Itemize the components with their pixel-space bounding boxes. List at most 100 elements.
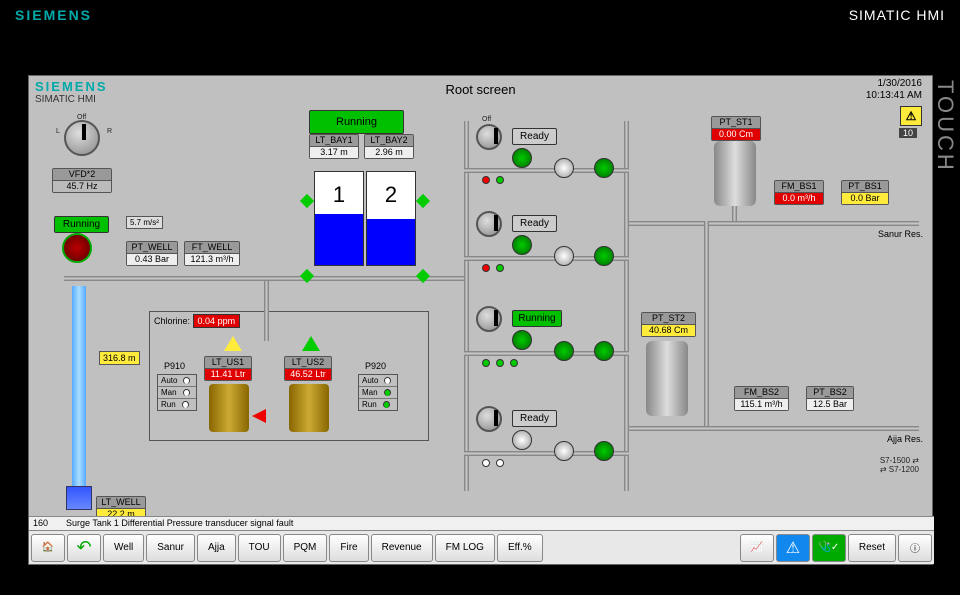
chlorine-label: Chlorine: [154, 316, 190, 326]
surge-tank-2 [646, 341, 688, 416]
fm-bs1-value: 0.0 m³/h [775, 193, 823, 204]
ft-well-tag[interactable]: FT_WELL 121.3 m³/h [184, 241, 240, 266]
alarm-text: Surge Tank 1 Differential Pressure trans… [66, 518, 293, 529]
pt-st2-tag[interactable]: PT_ST2 40.68 Cm [641, 312, 696, 337]
valve-icon[interactable] [594, 158, 614, 178]
home-button[interactable]: 🏠 [31, 534, 65, 562]
branch2-selector[interactable] [476, 211, 502, 237]
status-dot [482, 359, 490, 367]
reset-button[interactable]: Reset [848, 534, 896, 562]
status-dot [510, 359, 518, 367]
p920-label: P920 [365, 361, 386, 371]
chlorine-value: 0.04 ppm [193, 314, 241, 328]
fm-bs1-tag[interactable]: FM_BS1 0.0 m³/h [774, 180, 824, 205]
status-dot [496, 459, 504, 467]
back-button[interactable]: ↶ [67, 534, 101, 562]
pipe [629, 221, 919, 226]
ft-well-name: FT_WELL [185, 242, 239, 254]
nav-tou[interactable]: TOU [238, 534, 281, 562]
nav-pqm[interactable]: PQM [283, 534, 328, 562]
date-label: 1/30/2016 [878, 78, 923, 89]
pt-bs2-name: PT_BS2 [807, 387, 853, 399]
branch3-status: Running [512, 310, 562, 327]
us-tank-2 [289, 384, 329, 432]
vfd-tag[interactable]: VFD*2 45.7 Hz [52, 168, 112, 193]
alarms-button[interactable]: ⚠ [776, 534, 810, 562]
valve-icon[interactable] [554, 158, 574, 178]
valve-icon[interactable] [512, 330, 532, 350]
lt-bay1-tag[interactable]: LT_BAY1 3.17 m [309, 134, 359, 159]
pt-bs1-name: PT_BS1 [842, 181, 888, 193]
pump-status: Running [54, 216, 109, 233]
nav-eff[interactable]: Eff.% [497, 534, 543, 562]
fm-bs1-name: FM_BS1 [775, 181, 823, 193]
nav-well[interactable]: Well [103, 534, 144, 562]
tank2-label: 2 [385, 182, 397, 208]
level-mark-icon [300, 194, 314, 208]
valve-icon[interactable] [512, 235, 532, 255]
valve-icon[interactable] [594, 246, 614, 266]
lt-us1-value: 11.41 Ltr [205, 369, 251, 380]
valve-icon[interactable] [512, 148, 532, 168]
pt-well-value: 0.43 Bar [127, 254, 177, 265]
valve-icon[interactable] [554, 246, 574, 266]
vfd-selector[interactable] [64, 120, 100, 156]
branch1-selector[interactable] [476, 124, 502, 150]
valve-icon[interactable] [554, 341, 574, 361]
pt-st2-value: 40.68 Cm [642, 325, 695, 336]
nav-fire[interactable]: Fire [329, 534, 368, 562]
branch1-status: Ready [512, 128, 557, 145]
pipe [464, 121, 469, 491]
pt-st2-name: PT_ST2 [642, 313, 695, 325]
ft-well-value: 121.3 m³/h [185, 254, 239, 265]
valve-icon[interactable] [594, 441, 614, 461]
page-title: Root screen [445, 82, 515, 97]
lt-us2-tag[interactable]: LT_US2 46.52 Ltr [284, 356, 332, 381]
pt-st1-value: 0.00 Cm [712, 129, 760, 140]
valve-icon[interactable] [594, 341, 614, 361]
status-dot [496, 264, 504, 272]
branch3-selector[interactable] [476, 306, 502, 332]
status-dot [482, 176, 490, 184]
touch-label: TOUCH [932, 80, 958, 173]
process-area: Off L R VFD*2 45.7 Hz Running 5.7 m/s² P… [34, 116, 929, 526]
lt-bay2-tag[interactable]: LT_BAY2 2.96 m [364, 134, 414, 159]
nav-revenue[interactable]: Revenue [371, 534, 433, 562]
diag-button[interactable]: 🩺✓ [812, 534, 846, 562]
p920-modes[interactable]: Auto Man Run [358, 374, 398, 411]
bay-tank-2: 2 [366, 171, 416, 266]
pt-bs1-tag[interactable]: PT_BS1 0.0 Bar [841, 180, 889, 205]
pt-bs2-value: 12.5 Bar [807, 399, 853, 410]
branch2-status: Ready [512, 215, 557, 232]
trend-button[interactable]: 📈 [740, 534, 774, 562]
pt-st1-tag[interactable]: PT_ST1 0.00 Cm [711, 116, 761, 141]
pt-well-tag[interactable]: PT_WELL 0.43 Bar [126, 241, 178, 266]
us-tank-1 [209, 384, 249, 432]
p910-modes[interactable]: Auto Man Run [157, 374, 197, 411]
lt-bay1-value: 3.17 m [310, 147, 358, 158]
well-pump-icon [62, 233, 92, 263]
nav-ajja[interactable]: Ajja [197, 534, 236, 562]
vfd-value: 45.7 Hz [53, 181, 111, 192]
vfd-name: VFD*2 [53, 169, 111, 181]
valve-icon[interactable] [554, 441, 574, 461]
info-button[interactable]: ⓘ [898, 534, 932, 562]
ajja-res-label: Ajja Res. [887, 434, 923, 444]
triangle-icon [302, 336, 320, 351]
hmi-screen: SIEMENS SIMATIC HMI Root screen 1/30/201… [28, 75, 933, 565]
screen-brand: SIEMENS [35, 79, 108, 94]
alarm-bar[interactable]: 160 Surge Tank 1 Differential Pressure t… [29, 516, 934, 530]
valve-icon[interactable] [512, 430, 532, 450]
fm-bs2-tag[interactable]: FM_BS2 115.1 m³/h [734, 386, 789, 411]
nav-sanur[interactable]: Sanur [146, 534, 195, 562]
lt-well-name: LT_WELL [97, 497, 145, 509]
lt-us1-name: LT_US1 [205, 357, 251, 369]
triangle-icon [224, 336, 242, 351]
nav-fmlog[interactable]: FM LOG [435, 534, 495, 562]
branch4-selector[interactable] [476, 406, 502, 432]
well-column [72, 286, 86, 486]
pipe [732, 206, 737, 221]
branch4-status: Ready [512, 410, 557, 427]
lt-us1-tag[interactable]: LT_US1 11.41 Ltr [204, 356, 252, 381]
pt-bs2-tag[interactable]: PT_BS2 12.5 Bar [806, 386, 854, 411]
